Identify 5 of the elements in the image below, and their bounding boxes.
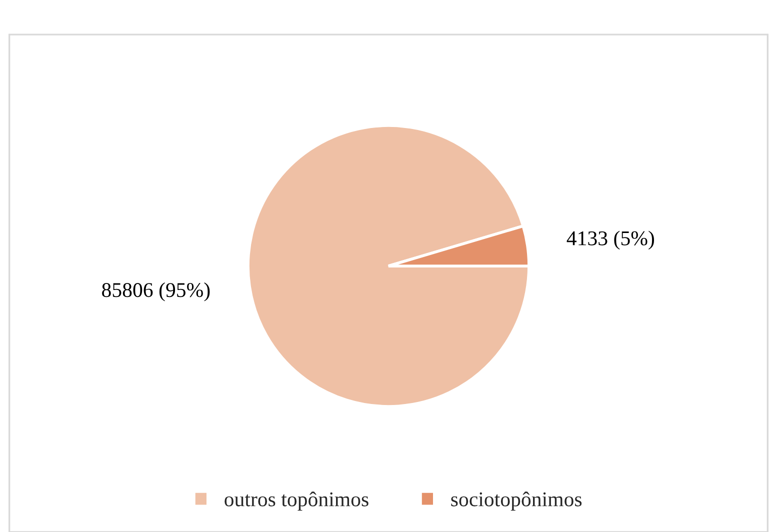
data-label: 4133 (5%) — [566, 230, 654, 250]
legend-label: outros topônimos — [224, 492, 368, 511]
pie-slice — [246, 124, 530, 408]
legend-label: sociotopônimos — [451, 492, 582, 511]
data-label: 85806 (95%) — [102, 282, 210, 302]
